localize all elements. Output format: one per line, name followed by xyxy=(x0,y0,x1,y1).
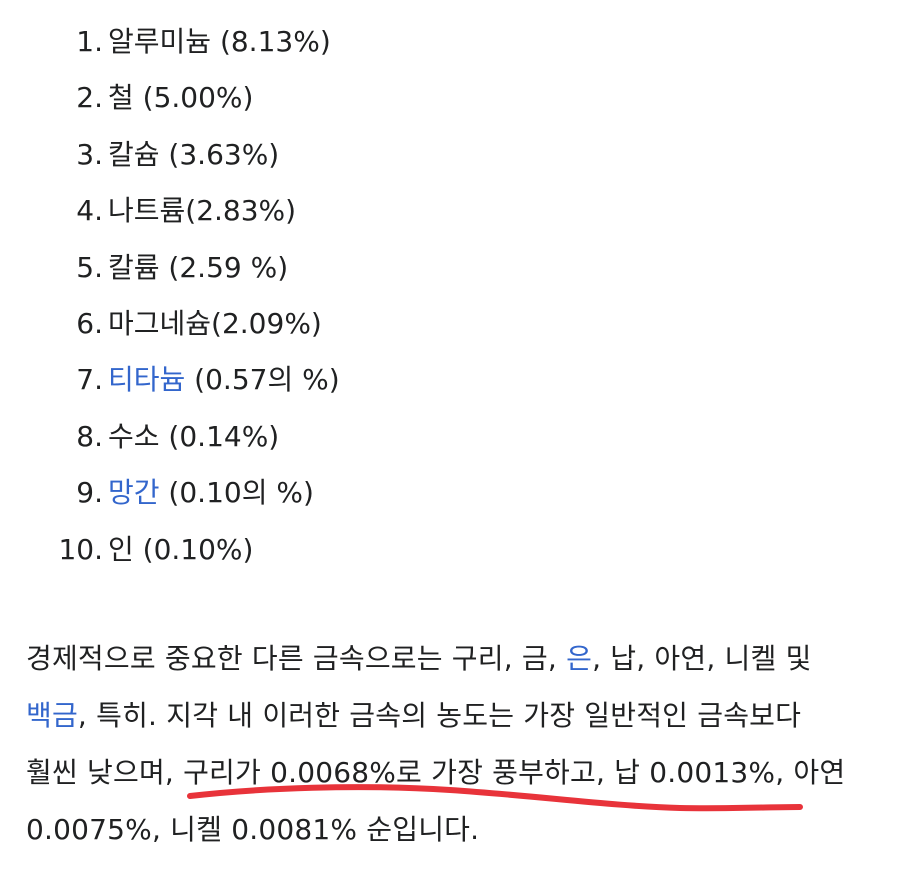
list-item-number: 7. xyxy=(76,363,103,397)
element-name: 수소 xyxy=(108,419,160,453)
paragraph-text: 경제적으로 중요한 다른 금속으로는 구리, 금, xyxy=(26,642,567,675)
list-item-text: 수소 (0.14%) xyxy=(108,409,279,465)
element-name: 인 xyxy=(108,532,134,566)
silver-link[interactable]: 은 xyxy=(566,642,593,675)
list-item-number: 2. xyxy=(76,81,103,115)
list-item-text: 알루미늄 (8.13%) xyxy=(108,14,331,70)
list-item-number: 9. xyxy=(76,476,103,510)
element-percentage: (0.10의 %) xyxy=(159,476,314,510)
list-item-text: 망간 (0.10의 %) xyxy=(108,465,314,521)
list-item-number: 10. xyxy=(58,532,103,566)
list-item-number: 6. xyxy=(76,306,103,340)
paragraph-line: 백금, 특히. 지각 내 이러한 금속의 농도는 가장 일반적인 금속보다 xyxy=(26,687,886,744)
list-item-text: 마그네슘(2.09%) xyxy=(108,296,322,352)
platinum-link[interactable]: 백금 xyxy=(26,699,78,732)
metals-paragraph: 경제적으로 중요한 다른 금속으로는 구리, 금, 은, 납, 아연, 니켈 및… xyxy=(26,630,886,858)
element-percentage: (8.13%) xyxy=(211,25,331,58)
list-item-text: 나트륨(2.83%) xyxy=(108,183,296,239)
element-percentage: (2.09%) xyxy=(211,306,322,340)
element-percentage: (2.83%) xyxy=(185,194,297,228)
element-name: 칼륨 xyxy=(108,250,160,284)
element-name: 마그네슘 xyxy=(108,306,212,340)
list-item-text: 칼륨 (2.59 %) xyxy=(108,240,288,296)
list-item-number: 3. xyxy=(76,137,103,171)
list-item-number: 1. xyxy=(76,25,103,58)
list-item-number: 4. xyxy=(76,194,103,228)
element-percentage: (0.57의 %) xyxy=(185,363,340,397)
paragraph-line: 훨씬 낮으며, 구리가 0.0068%로 가장 풍부하고, 납 0.0013%,… xyxy=(26,744,886,801)
paragraph-line: 0.0075%, 니켈 0.0081% 순입니다. xyxy=(26,801,886,858)
element-name: 알루미늄 xyxy=(108,25,212,58)
list-item-text: 철 (5.00%) xyxy=(108,70,253,126)
paragraph-text: 훨씬 낮으며, 구리가 0.0068%로 가장 풍부하고, 납 0.0013%,… xyxy=(26,756,846,789)
element-percentage: (3.63%) xyxy=(159,137,280,171)
list-item-text: 인 (0.10%) xyxy=(108,522,253,578)
list-item-number: 8. xyxy=(76,419,103,453)
element-name: 칼슘 xyxy=(108,137,160,171)
element-name-link[interactable]: 티타늄 xyxy=(108,363,186,397)
element-percentage: (2.59 %) xyxy=(159,250,289,284)
list-item-text: 티타늄 (0.57의 %) xyxy=(108,352,340,408)
element-name-link[interactable]: 망간 xyxy=(108,476,160,510)
paragraph-line: 경제적으로 중요한 다른 금속으로는 구리, 금, 은, 납, 아연, 니켈 및 xyxy=(26,630,886,687)
list-item-text: 칼슘 (3.63%) xyxy=(108,127,279,183)
element-percentage: (0.10%) xyxy=(133,532,254,566)
element-percentage: (5.00%) xyxy=(133,81,254,115)
element-name: 철 xyxy=(108,81,134,115)
paragraph-text: , 특히. 지각 내 이러한 금속의 농도는 가장 일반적인 금속보다 xyxy=(77,699,802,732)
element-percentage: (0.14%) xyxy=(159,419,280,453)
paragraph-text: , 납, 아연, 니켈 및 xyxy=(592,642,812,675)
list-item-number: 5. xyxy=(76,250,103,284)
paragraph-text: 0.0075%, 니켈 0.0081% 순입니다. xyxy=(26,813,480,846)
element-name: 나트륨 xyxy=(108,194,186,228)
